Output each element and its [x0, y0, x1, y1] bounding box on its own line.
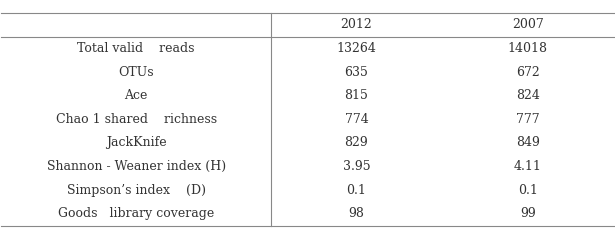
Text: Chao 1 shared    richness: Chao 1 shared richness: [55, 113, 216, 126]
Text: Shannon - Weaner index (H): Shannon - Weaner index (H): [47, 160, 226, 173]
Text: 98: 98: [349, 207, 365, 220]
Text: 14018: 14018: [508, 42, 548, 55]
Text: 635: 635: [344, 66, 368, 79]
Text: 13264: 13264: [336, 42, 376, 55]
Text: 2007: 2007: [512, 18, 544, 31]
Text: Total valid    reads: Total valid reads: [77, 42, 195, 55]
Text: 824: 824: [516, 89, 540, 102]
Text: 672: 672: [516, 66, 540, 79]
Text: 3.95: 3.95: [343, 160, 370, 173]
Text: 0.1: 0.1: [518, 184, 538, 197]
Text: 849: 849: [516, 136, 540, 150]
Text: 774: 774: [344, 113, 368, 126]
Text: JackKnife: JackKnife: [106, 136, 167, 150]
Text: 0.1: 0.1: [346, 184, 367, 197]
Text: 2012: 2012: [341, 18, 372, 31]
Text: Goods   library coverage: Goods library coverage: [58, 207, 214, 220]
Text: 815: 815: [344, 89, 368, 102]
Text: 99: 99: [520, 207, 536, 220]
Text: 829: 829: [344, 136, 368, 150]
Text: OTUs: OTUs: [118, 66, 154, 79]
Text: Simpson’s index    (D): Simpson’s index (D): [66, 184, 205, 197]
Text: 777: 777: [516, 113, 540, 126]
Text: Ace: Ace: [124, 89, 148, 102]
Text: 4.11: 4.11: [514, 160, 542, 173]
